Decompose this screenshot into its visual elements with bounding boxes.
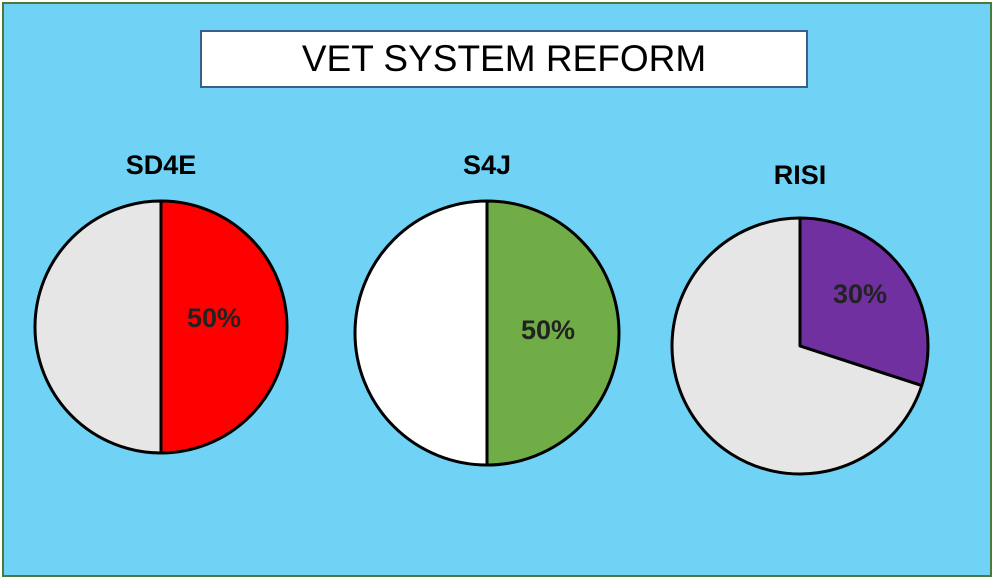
slice-label-risi: 30% (833, 279, 887, 309)
pie-slice-s4j-1 (353, 199, 489, 467)
pie-slice-sd4e-1 (33, 199, 163, 455)
pie-slice-risi-0 (798, 216, 930, 388)
pie-risi: 30% (670, 216, 930, 476)
slice-label-sd4e: 50% (187, 303, 241, 333)
slice-label-s4j: 50% (521, 315, 575, 345)
pie-title-risi: RISI (773, 160, 827, 190)
pie-slice-risi-1 (670, 216, 924, 476)
pie-s4j: 50% (353, 199, 621, 467)
pie-title-s4j: S4J (462, 150, 512, 180)
chart-title: VET SYSTEM REFORM (200, 30, 808, 88)
pie-slice-s4j-0 (485, 199, 621, 467)
pie-title-sd4e: SD4E (125, 150, 197, 180)
pie-sd4e: 50% (33, 199, 289, 455)
pie-slice-sd4e-0 (159, 199, 289, 455)
